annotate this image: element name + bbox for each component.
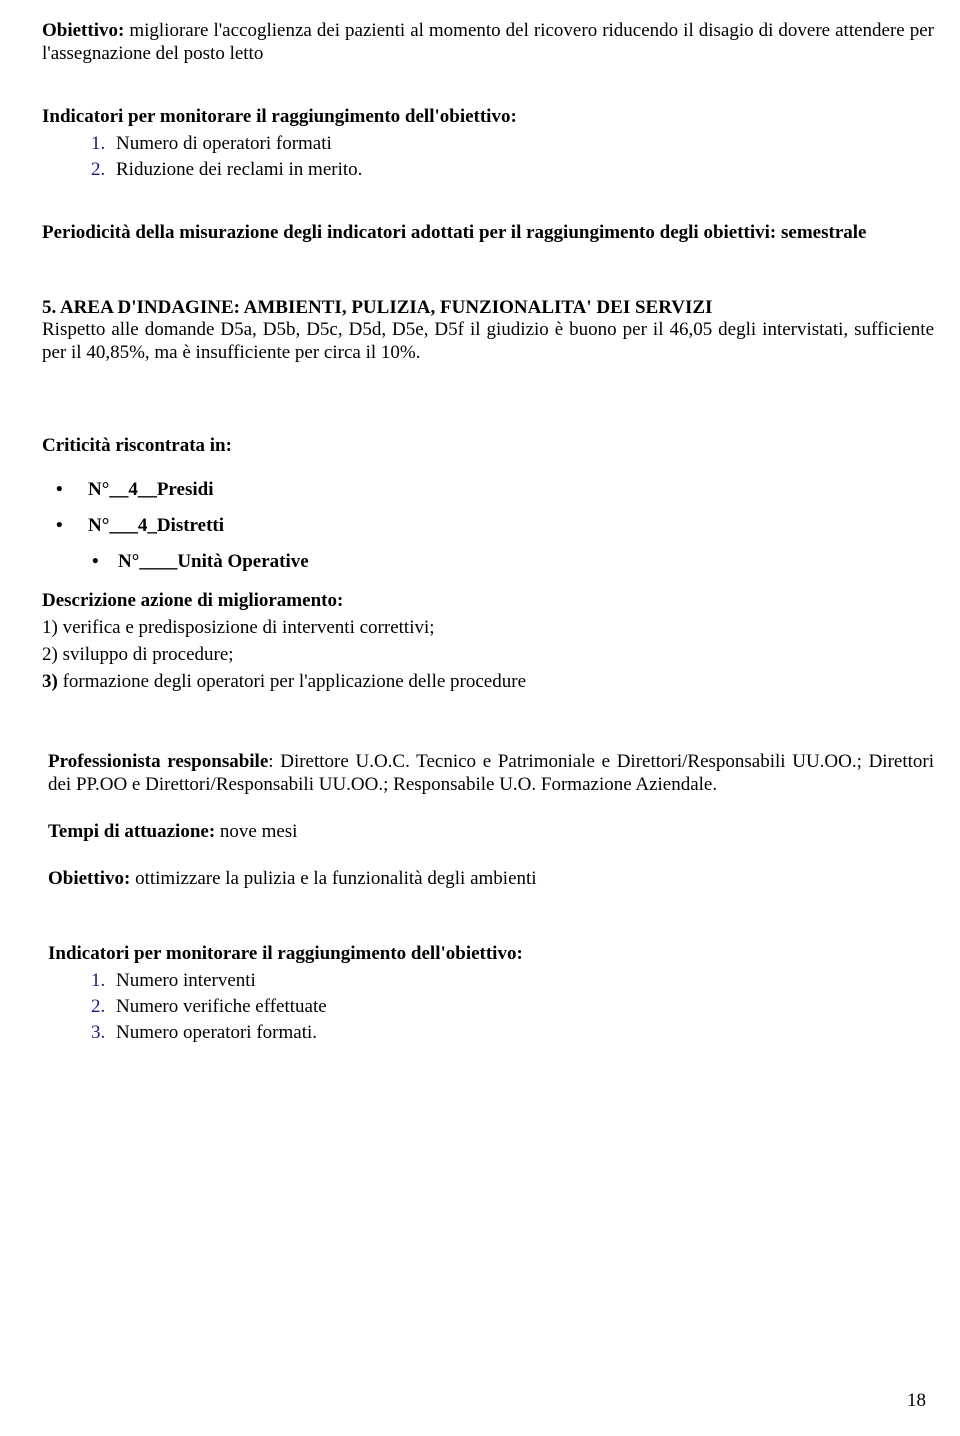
criticality-title: Criticità riscontrata in: [42,435,934,458]
bullet-distretti: N°___4_Distretti [42,508,934,544]
timing-text: nove mesi [215,821,297,842]
area-block: 5. AREA D'INDAGINE: AMBIENTI, PULIZIA, F… [42,297,934,365]
objective-label: Obiettivo: [42,20,124,41]
bullet-unita-operative: N°____Unità Operative [42,544,934,580]
objective2-label: Obiettivo: [48,868,130,889]
indicators2-list: Numero interventi Numero verifiche effet… [42,969,934,1044]
area-text: Rispetto alle domande D5a, D5b, D5c, D5d… [42,319,934,363]
periodicity-text: Periodicità della misurazione degli indi… [42,222,934,245]
list-item-text: Numero verifiche effettuate [116,996,327,1017]
list-item: Numero di operatori formati [110,132,934,156]
list-item: Riduzione dei reclami in merito. [110,158,934,182]
page-number: 18 [907,1390,926,1412]
list-item-text: Riduzione dei reclami in merito. [116,159,362,180]
list-item-text: Numero operatori formati. [116,1022,317,1043]
timing-paragraph: Tempi di attuazione: nove mesi [42,821,934,844]
objective2-text: ottimizzare la pulizia e la funzionalità… [130,868,536,889]
list-item: Numero operatori formati. [110,1021,934,1045]
description-item-2: 2) sviluppo di procedure; [42,644,934,667]
list-item: Numero interventi [110,969,934,993]
objective-paragraph: Obiettivo: migliorare l'accoglienza dei … [42,20,934,66]
indicators-list: Numero di operatori formati Riduzione de… [42,132,934,182]
professional-paragraph: Professionista responsabile: Direttore U… [42,751,934,797]
bullet-presidi: N°__4__Presidi [42,472,934,508]
description-item-3: 3) formazione degli operatori per l'appl… [42,671,934,694]
description-title: Descrizione azione di miglioramento: [42,590,934,613]
professional-label: Professionista responsabile [48,751,268,772]
area-title: 5. AREA D'INDAGINE: AMBIENTI, PULIZIA, F… [42,297,712,318]
description-item-1: 1) verifica e predisposizione di interve… [42,617,934,640]
list-item-text: Numero di operatori formati [116,133,332,154]
timing-label: Tempi di attuazione: [48,821,215,842]
objective-text: migliorare l'accoglienza dei pazienti al… [42,20,934,64]
indicators2-title: Indicatori per monitorare il raggiungime… [42,943,934,966]
document-page: Obiettivo: migliorare l'accoglienza dei … [0,0,960,1436]
description-item-3-num: 3) [42,671,58,692]
list-item-text: Numero interventi [116,970,256,991]
list-item: Numero verifiche effettuate [110,995,934,1019]
criticality-bullets: N°__4__Presidi N°___4_Distretti N°____Un… [42,472,934,580]
indicators-title: Indicatori per monitorare il raggiungime… [42,106,934,129]
objective2-paragraph: Obiettivo: ottimizzare la pulizia e la f… [42,868,934,891]
description-item-3-text: formazione degli operatori per l'applica… [58,671,526,692]
